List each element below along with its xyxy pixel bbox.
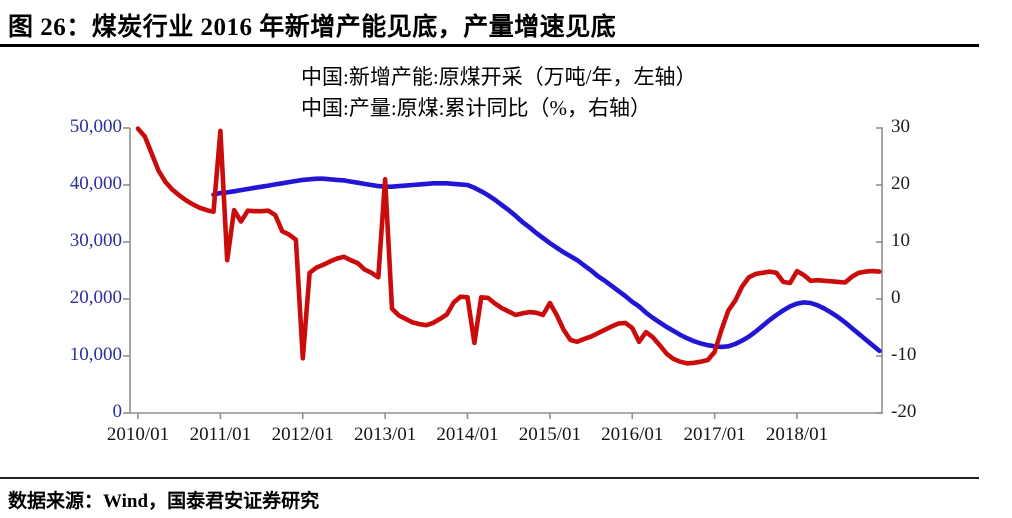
capacity-series-line (211, 176, 882, 354)
x-axis-label: 2018/01 (765, 424, 829, 445)
footer-divider (0, 477, 979, 479)
data-source-note: 数据来源：Wind，国泰君安证券研究 (8, 491, 320, 512)
x-axis-label: 2015/01 (518, 424, 582, 445)
title-underline (0, 44, 979, 47)
legend-label-capacity: 中国:新增产能:原煤开采（万吨/年，左轴） (301, 64, 697, 89)
chart-legend: 中国:新增产能:原煤开采（万吨/年，左轴） 中国:产量:原煤:累计同比（%，右轴… (245, 60, 697, 122)
legend-label-output: 中国:产量:原煤:累计同比（%，右轴） (301, 95, 651, 120)
right-axis-label: -20 (891, 401, 917, 422)
left-axis-label: 10,000 (69, 344, 122, 365)
left-axis-label: 30,000 (69, 230, 122, 251)
left-axis-label: 50,000 (69, 116, 122, 137)
x-axis-label: 2014/01 (436, 424, 499, 445)
x-axis-label: 2012/01 (271, 424, 334, 445)
legend-item-capacity: 中国:新增产能:原煤开采（万吨/年，左轴） (245, 60, 697, 91)
right-axis-label: 10 (891, 230, 910, 251)
right-axis-label: 0 (891, 287, 901, 308)
x-axis-label: 2013/01 (353, 424, 417, 445)
left-axis-label: 20,000 (69, 287, 122, 308)
left-axis-label: 40,000 (69, 173, 122, 194)
left-axis-label: 0 (112, 401, 123, 422)
x-axis-label: 2010/01 (106, 424, 170, 445)
right-axis-label: -10 (891, 344, 917, 365)
figure-title: 图 26：煤炭行业 2016 年新增产能见底，产量增速见底 (8, 14, 617, 41)
output-yoy-series-line (135, 126, 882, 366)
legend-item-output: 中国:产量:原煤:累计同比（%，右轴） (245, 91, 697, 122)
x-axis-label: 2017/01 (683, 424, 746, 445)
x-axis-label: 2011/01 (189, 424, 252, 445)
x-axis-label: 2016/01 (601, 424, 664, 445)
right-axis-label: 20 (891, 173, 910, 194)
right-axis-label: 30 (891, 116, 910, 137)
